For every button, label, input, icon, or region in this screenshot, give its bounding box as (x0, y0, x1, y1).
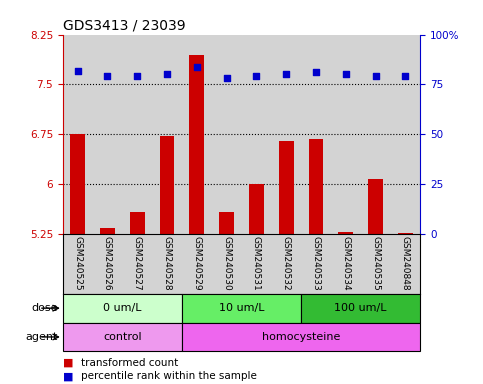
Bar (398, 233, 413, 234)
Bar (212, 35, 242, 234)
Text: GSM240534: GSM240534 (341, 236, 350, 291)
Text: GSM240528: GSM240528 (163, 236, 171, 291)
Point (193, 63, 201, 70)
Bar (338, 232, 353, 234)
Point (312, 70, 320, 76)
Text: homocysteine: homocysteine (262, 332, 340, 342)
Bar (279, 141, 294, 234)
Bar (219, 212, 234, 234)
Bar (159, 136, 174, 234)
Bar (63, 294, 182, 323)
Bar (182, 35, 212, 234)
Text: GSM240527: GSM240527 (133, 236, 142, 291)
Bar (301, 294, 420, 323)
Point (253, 73, 260, 79)
Point (133, 73, 141, 79)
Text: 100 um/L: 100 um/L (334, 303, 387, 313)
Bar (361, 234, 390, 294)
Point (372, 73, 380, 79)
Point (74, 68, 82, 74)
Bar (331, 35, 361, 234)
Bar (390, 35, 420, 234)
Bar (242, 234, 271, 294)
Bar (212, 234, 242, 294)
Text: 0 um/L: 0 um/L (103, 303, 142, 313)
Bar (309, 139, 324, 234)
Bar (63, 35, 93, 234)
Bar (271, 35, 301, 234)
Bar (63, 323, 182, 351)
Bar (182, 294, 301, 323)
Text: GSM240530: GSM240530 (222, 236, 231, 291)
Text: GSM240848: GSM240848 (401, 236, 410, 291)
Bar (301, 234, 331, 294)
Text: 10 um/L: 10 um/L (219, 303, 264, 313)
Bar (189, 55, 204, 234)
Bar (122, 35, 152, 234)
Bar (70, 134, 85, 234)
Bar (182, 234, 212, 294)
Bar (182, 323, 420, 351)
Point (342, 71, 350, 78)
Bar (368, 179, 383, 234)
Bar (93, 35, 122, 234)
Bar (100, 228, 115, 234)
Text: GSM240529: GSM240529 (192, 236, 201, 291)
Bar (331, 234, 361, 294)
Bar (249, 184, 264, 234)
Bar (152, 35, 182, 234)
Point (223, 75, 230, 81)
Bar (390, 234, 420, 294)
Text: GSM240533: GSM240533 (312, 236, 320, 291)
Text: percentile rank within the sample: percentile rank within the sample (81, 371, 257, 381)
Bar (130, 212, 145, 234)
Bar (242, 35, 271, 234)
Text: agent: agent (26, 332, 58, 342)
Text: GSM240531: GSM240531 (252, 236, 261, 291)
Text: control: control (103, 332, 142, 342)
Text: GDS3413 / 23039: GDS3413 / 23039 (63, 18, 185, 32)
Bar (93, 234, 122, 294)
Point (163, 71, 171, 78)
Text: GSM240535: GSM240535 (371, 236, 380, 291)
Text: ■: ■ (63, 371, 73, 381)
Bar (63, 234, 93, 294)
Bar (122, 234, 152, 294)
Bar (152, 234, 182, 294)
Text: dose: dose (31, 303, 58, 313)
Point (104, 73, 112, 79)
Point (401, 73, 409, 79)
Text: GSM240525: GSM240525 (73, 236, 82, 291)
Text: ■: ■ (63, 358, 73, 368)
Point (282, 71, 290, 78)
Bar (301, 35, 331, 234)
Text: transformed count: transformed count (81, 358, 178, 368)
Text: GSM240532: GSM240532 (282, 236, 291, 291)
Bar (271, 234, 301, 294)
Bar (361, 35, 390, 234)
Text: GSM240526: GSM240526 (103, 236, 112, 291)
